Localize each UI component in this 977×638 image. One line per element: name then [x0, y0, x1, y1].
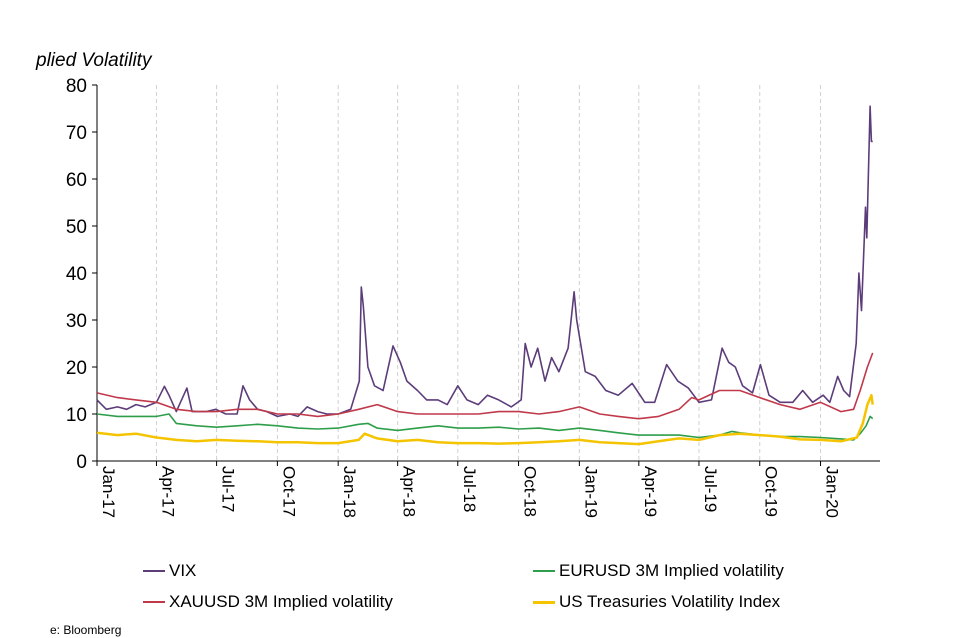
x-tick-label: Jan-20: [823, 466, 842, 518]
y-tick-label: 80: [66, 76, 87, 97]
x-tick-label: Apr-18: [400, 466, 419, 517]
y-tick-label: 70: [66, 123, 87, 144]
x-tick-label: Oct-17: [279, 466, 298, 517]
axes: [92, 84, 880, 466]
legend-label-ust: US Treasuries Volatility Index: [559, 592, 781, 611]
legend-swatch-vix: [143, 570, 165, 572]
y-tick-label: 30: [66, 311, 87, 332]
series-line-xauusd-3m-implied-volatility: [96, 352, 874, 420]
y-tick-label: 10: [66, 405, 87, 426]
x-tick-label: Jul-17: [219, 466, 238, 512]
x-tick-label: Apr-17: [158, 466, 177, 517]
series-line-vix: [96, 105, 873, 418]
x-tick-label: Jul-18: [460, 466, 479, 512]
x-tick-label: Jan-18: [340, 466, 359, 518]
legend-swatch-eurusd: [533, 570, 555, 572]
x-tick-label: Oct-18: [521, 466, 540, 517]
tick-labels: Jan-17 Apr-17 Jul-17 Oct-17 Jan-18 Apr-18 Jul-…: [66, 76, 842, 518]
legend-swatch-ust: [533, 600, 555, 604]
y-tick-label: 0: [76, 452, 87, 473]
series-lines: [96, 105, 874, 446]
gridlines: [155, 85, 822, 461]
legend-swatch-xauusd: [143, 601, 165, 603]
legend-item-xauusd: XAUUSD 3M Implied volatility: [143, 592, 393, 612]
legend-label-eurusd: EURUSD 3M Implied volatility: [559, 561, 784, 580]
y-tick-label: 50: [66, 217, 87, 238]
source-note: e: Bloomberg: [50, 623, 122, 637]
x-tick-label: Jul-19: [701, 466, 720, 512]
series-line-eurusd-3m-implied-volatility: [96, 413, 874, 441]
y-tick-label: 60: [66, 170, 87, 191]
legend-label-vix: VIX: [169, 561, 197, 580]
x-tick-label: Jan-19: [581, 466, 600, 518]
y-tick-label: 20: [66, 358, 87, 379]
legend-item-vix: VIX: [143, 561, 196, 581]
legend-item-ust: US Treasuries Volatility Index: [533, 592, 780, 612]
x-tick-label: Oct-19: [762, 466, 781, 517]
x-tick-label: Apr-19: [641, 466, 660, 517]
y-tick-label: 40: [66, 264, 87, 285]
legend-label-xauusd: XAUUSD 3M Implied volatility: [169, 592, 393, 611]
y-axis-title: plied Volatility: [36, 50, 152, 71]
x-tick-label: Jan-17: [99, 466, 118, 518]
series-line-us-treasuries-volatility-index: [96, 393, 874, 446]
legend-item-eurusd: EURUSD 3M Implied volatility: [533, 561, 784, 581]
